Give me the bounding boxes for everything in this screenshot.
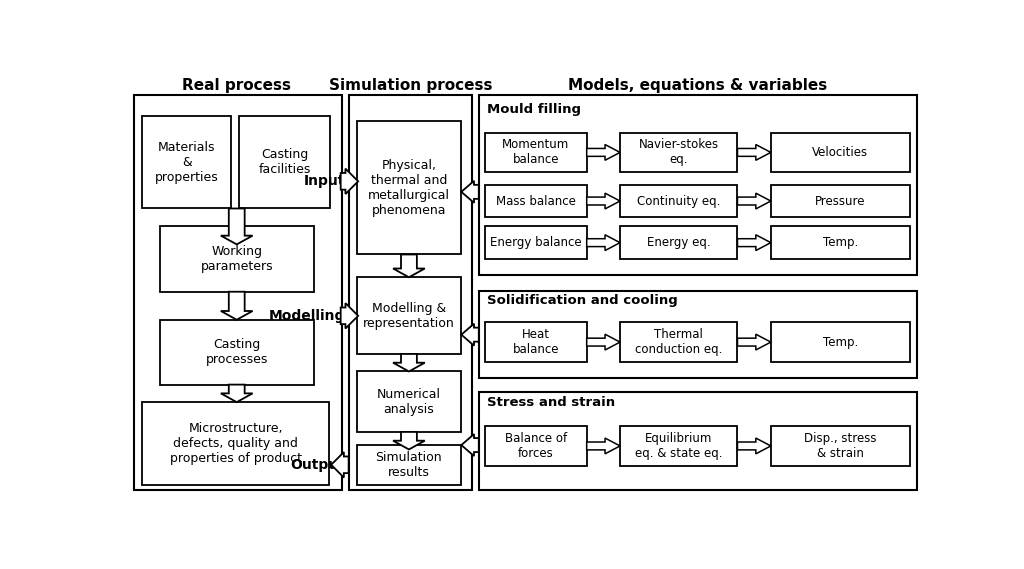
Bar (479, 291, 916, 378)
Bar (485, 226, 587, 259)
Polygon shape (461, 434, 479, 456)
Text: Stress and strain: Stress and strain (486, 395, 614, 409)
Bar (771, 133, 909, 172)
Bar (142, 117, 231, 208)
Text: Energy balance: Energy balance (490, 236, 582, 249)
Bar (620, 323, 737, 362)
Bar (240, 117, 331, 208)
Text: Modelling: Modelling (269, 309, 345, 323)
Bar (356, 121, 461, 254)
Bar (485, 426, 587, 465)
Polygon shape (587, 334, 620, 350)
Polygon shape (587, 438, 620, 454)
Text: Temp.: Temp. (822, 336, 858, 349)
Text: Mould filling: Mould filling (486, 103, 581, 116)
Polygon shape (221, 385, 253, 402)
Text: Casting
processes: Casting processes (206, 338, 268, 366)
Polygon shape (393, 254, 425, 277)
Polygon shape (341, 303, 358, 328)
Polygon shape (737, 235, 771, 250)
Text: Materials
&
properties: Materials & properties (155, 141, 218, 184)
Text: Equilibrium
eq. & state eq.: Equilibrium eq. & state eq. (635, 432, 723, 460)
Text: Output: Output (291, 458, 345, 472)
Text: Temp.: Temp. (822, 236, 858, 249)
Text: Physical,
thermal and
metallurgical
phenomena: Physical, thermal and metallurgical phen… (368, 159, 450, 217)
Bar (142, 402, 329, 485)
Text: Models, equations & variables: Models, equations & variables (568, 79, 827, 93)
Text: Simulation
results: Simulation results (376, 451, 442, 479)
Text: Modelling &
representation: Modelling & representation (364, 302, 455, 329)
Bar (160, 226, 314, 292)
Polygon shape (737, 438, 771, 454)
Polygon shape (461, 181, 479, 203)
Polygon shape (737, 334, 771, 350)
Bar (134, 96, 342, 490)
Bar (356, 277, 461, 354)
Text: Real process: Real process (182, 79, 291, 93)
Polygon shape (393, 354, 425, 372)
Polygon shape (341, 168, 358, 194)
Text: Pressure: Pressure (815, 195, 865, 208)
Text: Momentum
balance: Momentum balance (503, 138, 569, 166)
Polygon shape (587, 145, 620, 160)
Bar (620, 426, 737, 465)
Bar (771, 323, 909, 362)
Polygon shape (221, 292, 253, 320)
Text: Numerical
analysis: Numerical analysis (377, 387, 441, 416)
Bar (348, 96, 472, 490)
Bar (620, 184, 737, 217)
Bar (356, 445, 461, 485)
Polygon shape (221, 208, 253, 245)
Text: Microstructure,
defects, quality and
properties of product: Microstructure, defects, quality and pro… (170, 422, 301, 465)
Polygon shape (331, 452, 348, 477)
Bar (485, 323, 587, 362)
Bar (485, 184, 587, 217)
Text: Casting
facilities: Casting facilities (258, 149, 311, 176)
Text: Mass balance: Mass balance (496, 195, 575, 208)
Text: Heat
balance: Heat balance (513, 328, 559, 356)
Text: Working
parameters: Working parameters (201, 245, 273, 273)
Text: Simulation process: Simulation process (329, 79, 493, 93)
Polygon shape (737, 145, 771, 160)
Bar (620, 226, 737, 259)
Bar (479, 393, 916, 490)
Bar (771, 426, 909, 465)
Text: Thermal
conduction eq.: Thermal conduction eq. (635, 328, 723, 356)
Polygon shape (587, 193, 620, 209)
Bar (771, 226, 909, 259)
Text: Velocities: Velocities (812, 146, 868, 159)
Text: Input: Input (304, 174, 345, 188)
Bar (356, 372, 461, 432)
Bar (485, 133, 587, 172)
Bar (160, 320, 314, 385)
Text: Solidification and cooling: Solidification and cooling (486, 294, 678, 307)
Polygon shape (393, 432, 425, 450)
Text: Navier-stokes
eq.: Navier-stokes eq. (639, 138, 719, 166)
Polygon shape (737, 193, 771, 209)
Bar (771, 184, 909, 217)
Text: Energy eq.: Energy eq. (647, 236, 711, 249)
Text: Balance of
forces: Balance of forces (505, 432, 567, 460)
Polygon shape (461, 324, 479, 345)
Text: Continuity eq.: Continuity eq. (637, 195, 721, 208)
Text: Disp., stress
& strain: Disp., stress & strain (804, 432, 877, 460)
Bar (479, 96, 916, 275)
Polygon shape (587, 235, 620, 250)
Bar (620, 133, 737, 172)
